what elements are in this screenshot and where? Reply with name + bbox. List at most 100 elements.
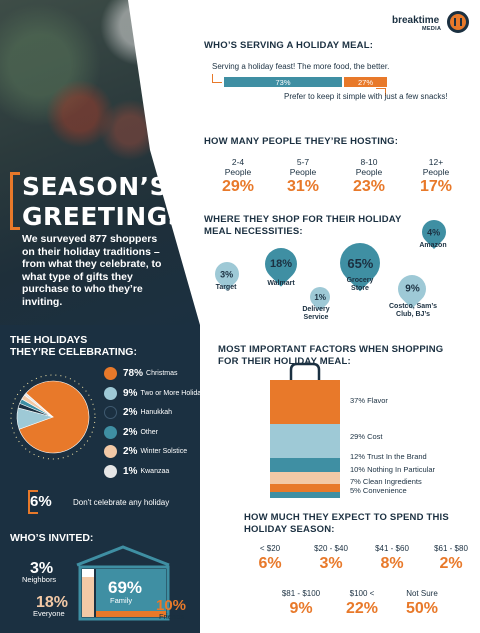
spend-range: $41 - $60: [375, 544, 409, 553]
house-everyone-block: [82, 577, 94, 617]
spend-item: $61 - $80 2%: [421, 544, 480, 573]
bag-segment: [270, 457, 340, 473]
simple-bracket: [376, 88, 386, 96]
bag-segment: [270, 492, 340, 498]
legend-swatch: [104, 386, 117, 400]
neighbors-pct: 3%: [30, 560, 54, 577]
hosting-range: 8-10: [360, 157, 378, 167]
spend-pct: 9%: [289, 600, 313, 617]
legend-label: Other: [140, 428, 158, 436]
spend-range: < $20: [259, 544, 281, 553]
house-friends-block: [96, 611, 166, 617]
legend-pct: 2%: [123, 426, 138, 438]
factor-label: 7% Clean Ingredients: [350, 477, 422, 486]
hosting-unit: People: [289, 167, 317, 177]
shop-pin: 4%: [417, 215, 451, 249]
spend-pct: 3%: [319, 555, 343, 572]
factor-label: 5% Convenience: [350, 486, 407, 495]
shopping-heading-line-1: WHERE THEY SHOP FOR THEIR HOLIDAY: [204, 214, 402, 225]
shop-label: Walmart: [267, 280, 295, 287]
shopping-heading-line-2: MEAL NECESSITIES:: [204, 225, 303, 237]
factor-label: 10% Nothing In Particular: [350, 465, 436, 474]
title-line-1: SEASON’S: [22, 172, 169, 201]
shop-label: Costco, Sam’s Club, BJ’s: [389, 303, 437, 318]
family-label: Family: [110, 596, 133, 605]
brand-logo-sub: MEDIA: [422, 26, 442, 32]
spend-pct: 2%: [439, 555, 463, 572]
brand-pause-icon: [447, 11, 469, 33]
simple-bar: 27%: [344, 77, 387, 87]
shop-pin: 3%: [210, 257, 244, 291]
spend-pct: 50%: [405, 600, 439, 617]
shop-label: Grocery Store: [346, 277, 374, 292]
holidays-heading: THE HOLIDAYS THEY’RE CELEBRATING:: [10, 334, 137, 358]
legend-label: Christmas: [146, 370, 178, 378]
spend-range: Not Sure: [406, 589, 438, 598]
no-holiday-pct: 6%: [30, 493, 52, 510]
spend-pct: 22%: [345, 600, 379, 617]
spend-range: $61 - $80: [434, 544, 468, 553]
simple-text: Prefer to keep it simple with just a few…: [284, 92, 448, 101]
serving-heading: WHO’S SERVING A HOLIDAY MEAL:: [204, 40, 374, 51]
legend-label: Winter Solstice: [140, 448, 188, 456]
bag-handle: [289, 362, 321, 384]
spend-pct: 6%: [258, 555, 282, 572]
title-bracket: [10, 172, 20, 230]
bag-segment: [270, 483, 340, 493]
shop-pct: 3%: [220, 269, 234, 280]
spend-item: $100 < 22%: [332, 589, 392, 618]
feast-text: Serving a holiday feast! The more food, …: [212, 62, 390, 71]
spend-range: $100 <: [349, 589, 375, 598]
house-family-block: [96, 569, 166, 611]
spending-heading-line-2: HOLIDAY SEASON:: [244, 523, 335, 535]
legend-item: 1% Kwanzaa: [104, 462, 208, 482]
spend-range: $20 - $40: [314, 544, 348, 553]
spend-item: $81 - $100 9%: [271, 589, 331, 618]
hosting-range: 12+: [428, 157, 444, 167]
spend-range: $81 - $100: [281, 589, 321, 598]
shop-pct: 65%: [346, 255, 374, 271]
hosting-item: 12+ People 17%: [406, 157, 466, 196]
legend-pct: 2%: [123, 407, 138, 419]
factor-label: 29% Cost: [350, 432, 383, 441]
everyone-label: Everyone: [33, 609, 65, 618]
legend-item: 2% Other: [104, 423, 208, 443]
house-roof: [76, 545, 170, 567]
legend-label: Two or More Holidays: [140, 389, 209, 397]
spend-item: $20 - $40 3%: [301, 544, 361, 573]
shop-label: Amazon: [419, 242, 447, 249]
spend-item: $41 - $60 8%: [362, 544, 422, 573]
shop-pct: 18%: [269, 258, 293, 270]
legend-pct: 1%: [123, 465, 138, 477]
hosting-pct: 23%: [352, 178, 386, 195]
hosting-item: 5-7 People 31%: [273, 157, 333, 196]
invited-heading: WHO’S INVITED:: [10, 532, 94, 544]
feast-pct: 73%: [275, 77, 291, 87]
spending-heading: HOW MUCH THEY EXPECT TO SPEND THIS HOLID…: [244, 512, 449, 535]
hosting-item: 2-4 People 29%: [208, 157, 268, 196]
spend-item: Not Sure 50%: [392, 589, 452, 618]
title-line-2: GREETINGS: [22, 202, 187, 231]
hosting-pct: 31%: [286, 178, 320, 195]
holidays-heading-line-1: THE HOLIDAYS: [10, 334, 88, 346]
holidays-pie-chart: [8, 372, 98, 462]
bag-segment: [270, 380, 340, 424]
pie-slice-0: [18, 380, 90, 454]
factor-label: 12% Trust In the Brand: [350, 452, 427, 461]
feast-bracket: [212, 74, 222, 83]
holidays-heading-line-2: THEY’RE CELEBRATING:: [10, 346, 137, 358]
neighbors-label: Neighbors: [22, 575, 57, 584]
holidays-legend: 78% Christmas 9% Two or More Holidays 2% Hanu…: [104, 364, 208, 481]
legend-swatch: [104, 367, 117, 381]
pie-lights-ring: [10, 374, 96, 460]
legend-label: Hanukkah: [140, 409, 172, 417]
legend-swatch: [104, 445, 117, 459]
shop-pct: 9%: [404, 283, 420, 295]
page-title: SEASON’S GREETINGS: [22, 172, 212, 232]
hosting-pct: 29%: [221, 178, 255, 195]
friends-label: Friends: [159, 612, 185, 621]
factors-heading-line-1: MOST IMPORTANT FACTORS WHEN SHOPPING: [218, 344, 444, 355]
shop-pin: 18%: [258, 241, 304, 287]
shop-pct: 4%: [427, 227, 441, 238]
feast-bar: 73%: [224, 77, 342, 87]
